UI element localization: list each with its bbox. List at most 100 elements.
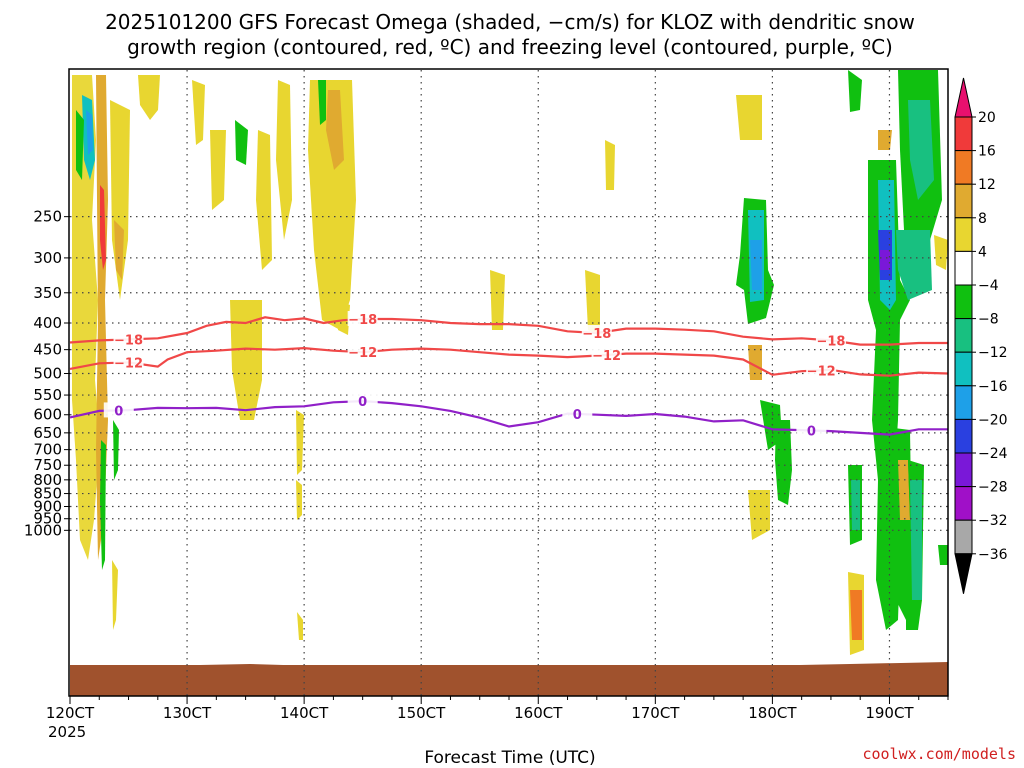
contour-label-0: 0: [114, 404, 123, 419]
shade-yellow-16: [585, 270, 600, 335]
x-tick-label: 160CT: [514, 704, 563, 722]
x-tick-label: 120CT: [46, 704, 95, 722]
shade-green-1: [76, 110, 84, 180]
contour-line--18: [69, 316, 948, 346]
x-tick-label: 140CT: [280, 704, 329, 722]
shade-orange-5: [878, 130, 892, 150]
colorbar-label: 8: [978, 211, 987, 227]
colorbar-top-arrow: [954, 77, 973, 118]
colorbar-segment: [954, 116, 973, 152]
colorbar-label: 12: [978, 177, 996, 193]
colorbar-segment: [954, 351, 973, 387]
colorbar-label: −20: [978, 412, 1008, 428]
shade-orange-1: [96, 75, 108, 560]
contour-label-bg: [113, 331, 144, 347]
contour-label--12: −12: [114, 356, 143, 371]
colorbar-segment: [954, 519, 973, 555]
shade-yellow-9: [276, 80, 292, 240]
x-tick-label: 180CT: [748, 704, 797, 722]
shade-yellow-6: [210, 130, 226, 210]
shade-green-3: [113, 420, 119, 480]
colorbar-bottom-arrow: [954, 553, 973, 594]
y-tick-label: 600: [33, 406, 62, 424]
x-tick-label: 190CT: [865, 704, 914, 722]
x-tick-label: 150CT: [397, 704, 446, 722]
y-tick-label: 800: [33, 471, 62, 489]
shade-orange-4: [748, 345, 762, 380]
y-tick-label: 350: [33, 284, 62, 302]
shade-yellow-19: [748, 490, 770, 540]
y-tick-label: 750: [33, 456, 62, 474]
contour-label-0: 0: [358, 395, 367, 410]
contour-label-bg: [806, 362, 837, 378]
shade-teal-3: [910, 480, 922, 600]
contour-label-bg: [796, 422, 827, 438]
terrain-ground: [70, 665, 948, 696]
y-tick-label: 1000: [24, 521, 62, 539]
colorbar-segment: [954, 418, 973, 454]
x-axis-year: 2025: [48, 723, 86, 741]
colorbar-segment: [954, 284, 973, 320]
y-tick-label: 950: [33, 510, 62, 528]
shade-yellow-13: [296, 480, 302, 520]
x-tick-label: 130CT: [163, 704, 212, 722]
contour-label-bg: [815, 332, 846, 348]
x-axis-label: Forecast Time (UTC): [424, 748, 595, 768]
colorbar-label: 16: [978, 144, 996, 160]
shade-yellow-11: [336, 300, 350, 335]
colorbar-segment: [954, 385, 973, 420]
omega-shading: [70, 70, 948, 696]
shade-red-1: [100, 185, 106, 270]
contour-label-0: 0: [807, 424, 816, 439]
y-tick-label: 250: [33, 208, 62, 226]
credit-text: coolwx.com/models: [862, 745, 1016, 763]
y-tick-label: 700: [33, 441, 62, 459]
colorbar-label: −32: [978, 513, 1008, 529]
shade-yellow-15: [490, 270, 505, 330]
shade-blue-1: [86, 110, 93, 155]
shade-teal-1: [908, 100, 934, 200]
shade-orange-6: [898, 460, 910, 520]
shade-yellow-7: [230, 300, 262, 420]
contour-line--12: [69, 346, 949, 377]
shade-yellow-10: [308, 80, 356, 330]
y-tick-label: 850: [33, 485, 62, 503]
contour-label-bg: [347, 311, 378, 327]
colorbar-segment: [954, 486, 973, 521]
shade-green-15: [938, 545, 948, 565]
temperature-contours: −18 −18 −18 −18 −12 −12 −12 −12 0 0 0 0: [69, 311, 949, 439]
plot-background: [69, 69, 948, 696]
contour-label--12: −12: [807, 364, 836, 379]
shade-yellow-14: [297, 612, 303, 640]
shade-yellow-8: [256, 130, 272, 270]
shade-yellow-3: [112, 560, 118, 630]
y-tick-label: 900: [33, 497, 62, 515]
shade-violet-1: [880, 250, 890, 270]
colorbar: 20 16 12 8 4 −4 −8 −12 −16 −20 −24 −28 −32 −36: [954, 77, 1008, 594]
contour-label--18: −18: [114, 333, 143, 348]
contour-label-bg: [103, 402, 134, 418]
colorbar-segment: [954, 183, 973, 219]
shade-green-5: [318, 80, 326, 125]
contour-label-bg: [562, 405, 593, 421]
colorbar-label: −24: [978, 446, 1008, 462]
shade-green-2: [100, 440, 106, 570]
colorbar-segment: [954, 150, 973, 185]
shade-orange-2: [114, 220, 124, 280]
y-axis-ticks: 2503003504004505005506006507007508008509…: [24, 208, 70, 539]
terrain-edge: [70, 662, 948, 670]
shade-yellow-5: [192, 80, 205, 145]
chart-title-line2: growth region (contoured, red, ºC) and f…: [127, 35, 893, 59]
x-axis-ticks: 120CT 130CT 140CT 150CT 160CT 170CT 180CT 190CT: [46, 696, 949, 722]
shade-yellow-17: [605, 140, 615, 190]
colorbar-label: −28: [978, 480, 1008, 496]
plot-area: −18 −18 −18 −18 −12 −12 −12 −12 0 0 0 0: [68, 68, 949, 697]
colorbar-label: −12: [978, 345, 1008, 361]
colorbar-segment: [954, 318, 973, 353]
shade-green-4: [235, 120, 248, 165]
contour-label-bg: [591, 346, 622, 362]
shade-blue-2: [750, 240, 762, 290]
shade-yellow-2: [110, 100, 130, 300]
shade-orange-7: [850, 590, 862, 640]
